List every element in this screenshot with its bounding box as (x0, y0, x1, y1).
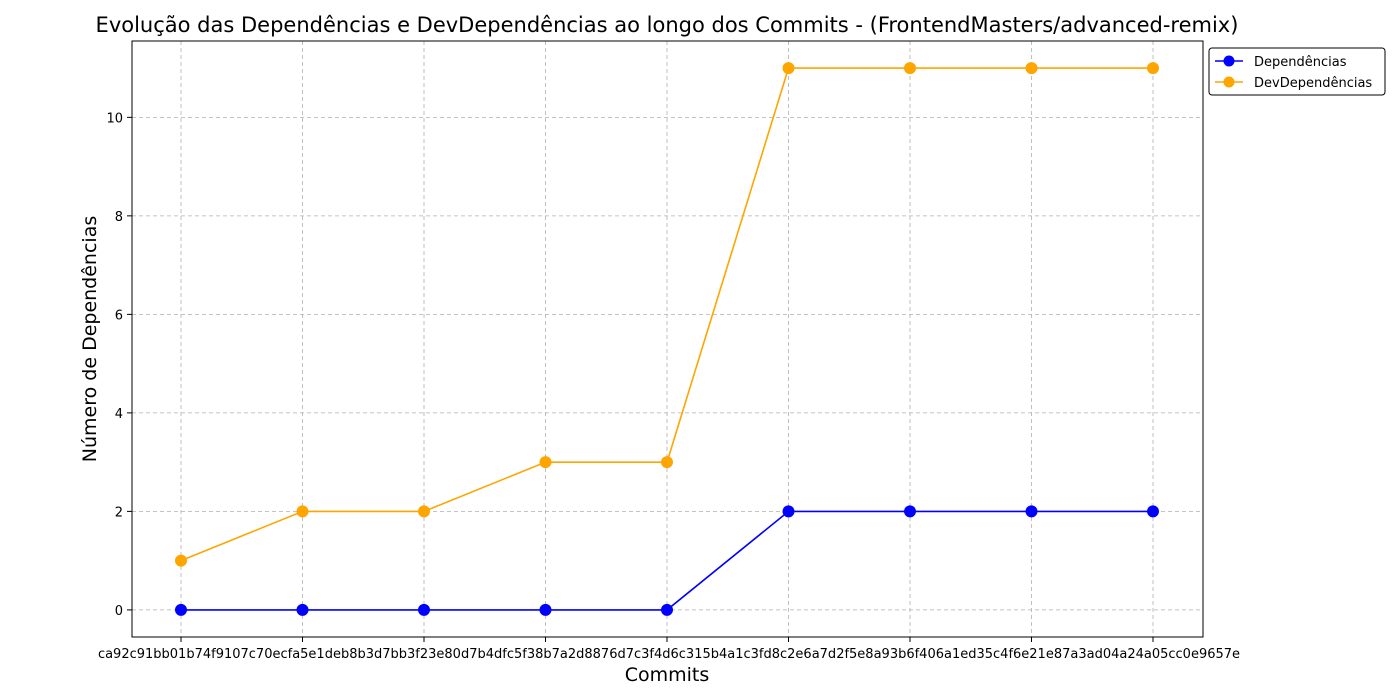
series-1-point (661, 456, 673, 469)
legend-marker (1223, 76, 1235, 88)
plot-frame (131, 40, 1204, 638)
series-1-point (539, 456, 552, 469)
y-tick-label: 4 (115, 407, 123, 422)
y-tick-label: 2 (115, 505, 123, 520)
series-0-point (1147, 505, 1159, 518)
y-tick-label: 6 (115, 308, 123, 323)
series-0-point (539, 603, 552, 616)
series-1-point (175, 554, 187, 567)
legend-box (1208, 47, 1386, 96)
series-0-point (418, 603, 430, 616)
legend-label: DevDependências (1254, 76, 1372, 91)
y-axis-label: Número de Dependências (79, 216, 101, 462)
series-1-point (418, 505, 430, 518)
y-tick-label: 0 (115, 604, 123, 619)
series-0-point (782, 505, 795, 518)
series-1-point (904, 62, 916, 75)
series-0-point (296, 603, 309, 616)
legend-label: Dependências (1254, 55, 1347, 70)
x-tick-label-overlap: ca92c91bb01b74f9107c70ecfa5e1deb8b3d7bb3… (98, 647, 1240, 662)
series-1-point (1025, 62, 1038, 75)
legend-marker (1223, 55, 1235, 67)
series-layer (175, 62, 1159, 616)
x-axis-label: Commits (625, 664, 710, 686)
series-0-point (1025, 505, 1038, 518)
y-tick-label: 8 (115, 210, 123, 225)
series-1-point (1147, 62, 1159, 75)
series-0-point (904, 505, 916, 518)
y-tick-label: 10 (106, 111, 123, 126)
series-1-point (782, 62, 795, 75)
legend: Dependências DevDependências (1208, 47, 1386, 96)
series-0-point (175, 603, 187, 616)
series-1-point (296, 505, 309, 518)
grid (132, 41, 1203, 637)
chart-title: Evolução das Dependências e DevDependênc… (96, 13, 1239, 37)
ticks: 0 2 4 6 8 10 (106, 111, 1154, 642)
series-0-point (661, 603, 673, 616)
